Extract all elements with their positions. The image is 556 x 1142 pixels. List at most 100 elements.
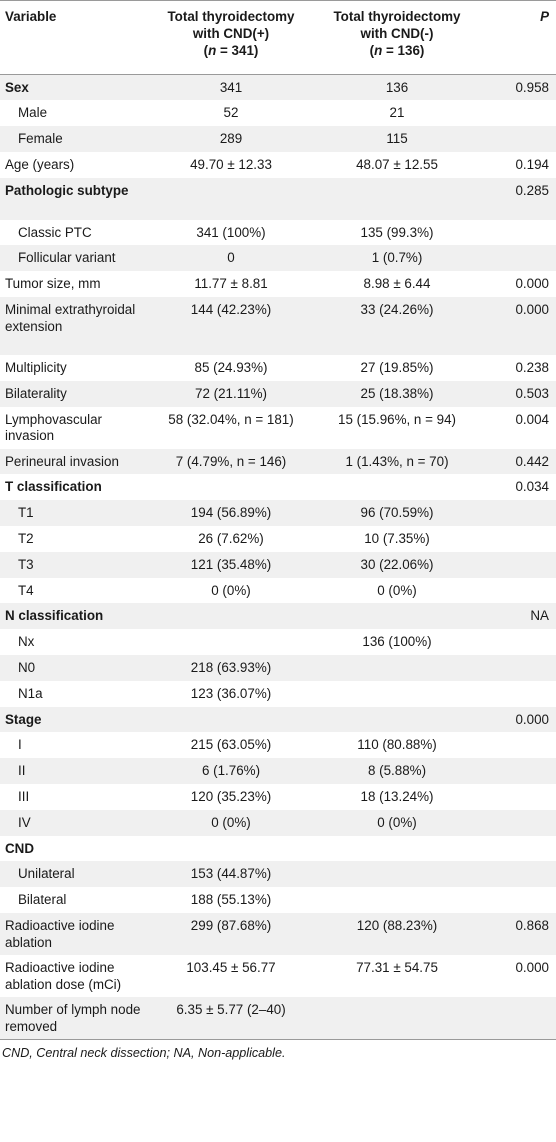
row-label: CND xyxy=(5,840,35,856)
cell-p-value xyxy=(480,681,556,707)
table-row: Female 289 115 xyxy=(0,126,556,152)
row-label: Age (years) xyxy=(5,156,75,172)
cell-p-value xyxy=(480,784,556,810)
cell-cnd-negative: 27 (19.85%) xyxy=(360,360,434,376)
cell-cnd-negative: 120 (88.23%) xyxy=(356,918,438,934)
cell-p-value: 0.442 xyxy=(515,453,549,469)
table-row: Radioactive iodine ablation dose (mCi) 10… xyxy=(0,955,556,998)
table-row: N1a 123 (36.07%) xyxy=(0,680,556,707)
cell-cnd-positive: 0 (0%) xyxy=(211,814,251,830)
cell-cnd-negative xyxy=(314,861,480,887)
cell-cnd-negative: 18 (13.24%) xyxy=(360,789,434,805)
cell-p-value: 0.000 xyxy=(515,276,549,292)
cell-p-value: 0.194 xyxy=(515,156,549,172)
cell-p-value: 0.004 xyxy=(515,411,549,427)
header-group1-line2: with CND(+) xyxy=(192,26,270,41)
cell-cnd-negative xyxy=(314,474,480,500)
row-label: Number of lymph node removed xyxy=(5,1002,141,1034)
row-label: N1a xyxy=(18,685,43,701)
cell-cnd-negative: 96 (70.59%) xyxy=(360,505,434,521)
cell-cnd-negative: 8 (5.88%) xyxy=(367,763,427,779)
cell-cnd-positive: 0 (0%) xyxy=(211,582,251,598)
table-row: Number of lymph node removed 6.35 ± 5.77 … xyxy=(0,997,556,1040)
cell-cnd-negative xyxy=(314,836,480,862)
row-label: III xyxy=(18,789,30,805)
row-label: T4 xyxy=(18,582,34,598)
cell-p-value xyxy=(480,997,556,1039)
table-row: Bilaterality 72 (21.11%) 25 (18.38%) 0.503 xyxy=(0,380,556,407)
row-label: T1 xyxy=(18,505,34,521)
cell-cnd-positive xyxy=(148,707,314,733)
cell-p-value: 0.000 xyxy=(515,302,549,318)
header-group2-n-symbol: n xyxy=(374,43,383,58)
cell-cnd-positive: 341 (100%) xyxy=(196,224,266,240)
cell-p-value xyxy=(480,526,556,552)
table-row: IV 0 (0%) 0 (0%) xyxy=(0,809,556,836)
cell-cnd-positive: 6.35 ± 5.77 (2–40) xyxy=(176,1002,286,1018)
table-row: N0 218 (63.93%) xyxy=(0,655,556,681)
cell-cnd-negative xyxy=(314,887,480,913)
table-row: T4 0 (0%) 0 (0%) xyxy=(0,577,556,604)
cell-cnd-negative: 1 (1.43%, n = 70) xyxy=(345,453,449,469)
cell-p-value: 0.503 xyxy=(515,385,549,401)
header-variable: Variable xyxy=(5,9,57,24)
table-row: Nx 136 (100%) xyxy=(0,629,556,656)
row-label: I xyxy=(18,737,22,753)
cell-cnd-positive: 289 xyxy=(219,131,243,147)
row-label: Radioactive iodine ablation dose (mCi) xyxy=(5,960,122,992)
cell-cnd-positive xyxy=(148,836,314,862)
cell-cnd-positive xyxy=(148,603,314,629)
cell-cnd-positive: 341 xyxy=(219,80,243,95)
row-label: T2 xyxy=(18,531,34,547)
cell-cnd-negative: 0 (0%) xyxy=(377,582,417,598)
cell-cnd-positive: 26 (7.62%) xyxy=(198,531,264,547)
cell-cnd-positive xyxy=(148,474,314,500)
table-row: T1 194 (56.89%) 96 (70.59%) xyxy=(0,500,556,527)
row-label: Bilaterality xyxy=(5,385,67,401)
row-label: Lymphovascular invasion xyxy=(5,411,103,444)
row-label: Sex xyxy=(5,80,29,95)
cell-cnd-negative xyxy=(314,681,480,707)
cell-p-value: 0.958 xyxy=(515,80,549,95)
table-row: Perineural invasion 7 (4.79%, n = 146) 1 (… xyxy=(0,448,556,475)
cell-p-value xyxy=(480,810,556,836)
cell-p-value xyxy=(480,578,556,604)
cell-cnd-positive: 215 (63.05%) xyxy=(190,737,272,753)
cell-cnd-positive: 85 (24.93%) xyxy=(194,360,268,376)
cell-cnd-negative: 48.07 ± 12.55 xyxy=(356,156,438,172)
cell-cnd-negative: 30 (22.06%) xyxy=(360,556,434,572)
row-label: N classification xyxy=(5,608,104,624)
row-label: IV xyxy=(18,814,31,830)
cell-cnd-positive: 121 (35.48%) xyxy=(190,556,272,572)
table-row: T3 121 (35.48%) 30 (22.06%) xyxy=(0,551,556,578)
cell-p-value: 0.285 xyxy=(515,182,549,198)
row-label: Unilateral xyxy=(18,866,75,882)
cell-p-value xyxy=(480,887,556,913)
cell-cnd-negative: 10 (7.35%) xyxy=(364,531,430,547)
characteristics-table: Variable Total thyroidectomy with CND(+)… xyxy=(0,0,556,1040)
cell-cnd-negative: 136 (100%) xyxy=(362,634,432,650)
table-row: CND xyxy=(0,835,556,862)
row-label: Classic PTC xyxy=(18,224,92,240)
cell-p-value xyxy=(480,732,556,758)
header-group2-n: (n = 136) xyxy=(369,43,425,58)
table-row: Stage 0.000 xyxy=(0,706,556,733)
table-footnote: CND, Central neck dissection; NA, Non-ap… xyxy=(2,1045,286,1060)
cell-cnd-negative xyxy=(314,603,480,629)
cell-p-value xyxy=(480,552,556,578)
cell-cnd-positive: 6 (1.76%) xyxy=(201,763,261,779)
table-row: Bilateral 188 (55.13%) xyxy=(0,887,556,914)
row-label: Stage xyxy=(5,711,42,727)
cell-p-value: 0.034 xyxy=(515,479,549,495)
cell-cnd-negative: 8.98 ± 6.44 xyxy=(363,276,431,292)
row-label: Pathologic subtype xyxy=(5,182,129,198)
cell-cnd-positive: 144 (42.23%) xyxy=(190,302,272,318)
cell-p-value: 0.868 xyxy=(515,918,549,934)
cell-p-value xyxy=(480,220,556,246)
cell-cnd-positive: 120 (35.23%) xyxy=(190,789,272,805)
cell-cnd-positive: 49.70 ± 12.33 xyxy=(190,156,272,172)
cell-cnd-negative: 110 (80.88%) xyxy=(357,737,437,753)
cell-cnd-negative xyxy=(314,178,480,220)
header-p-value: P xyxy=(540,9,549,24)
cell-cnd-negative: 135 (99.3%) xyxy=(360,224,434,240)
